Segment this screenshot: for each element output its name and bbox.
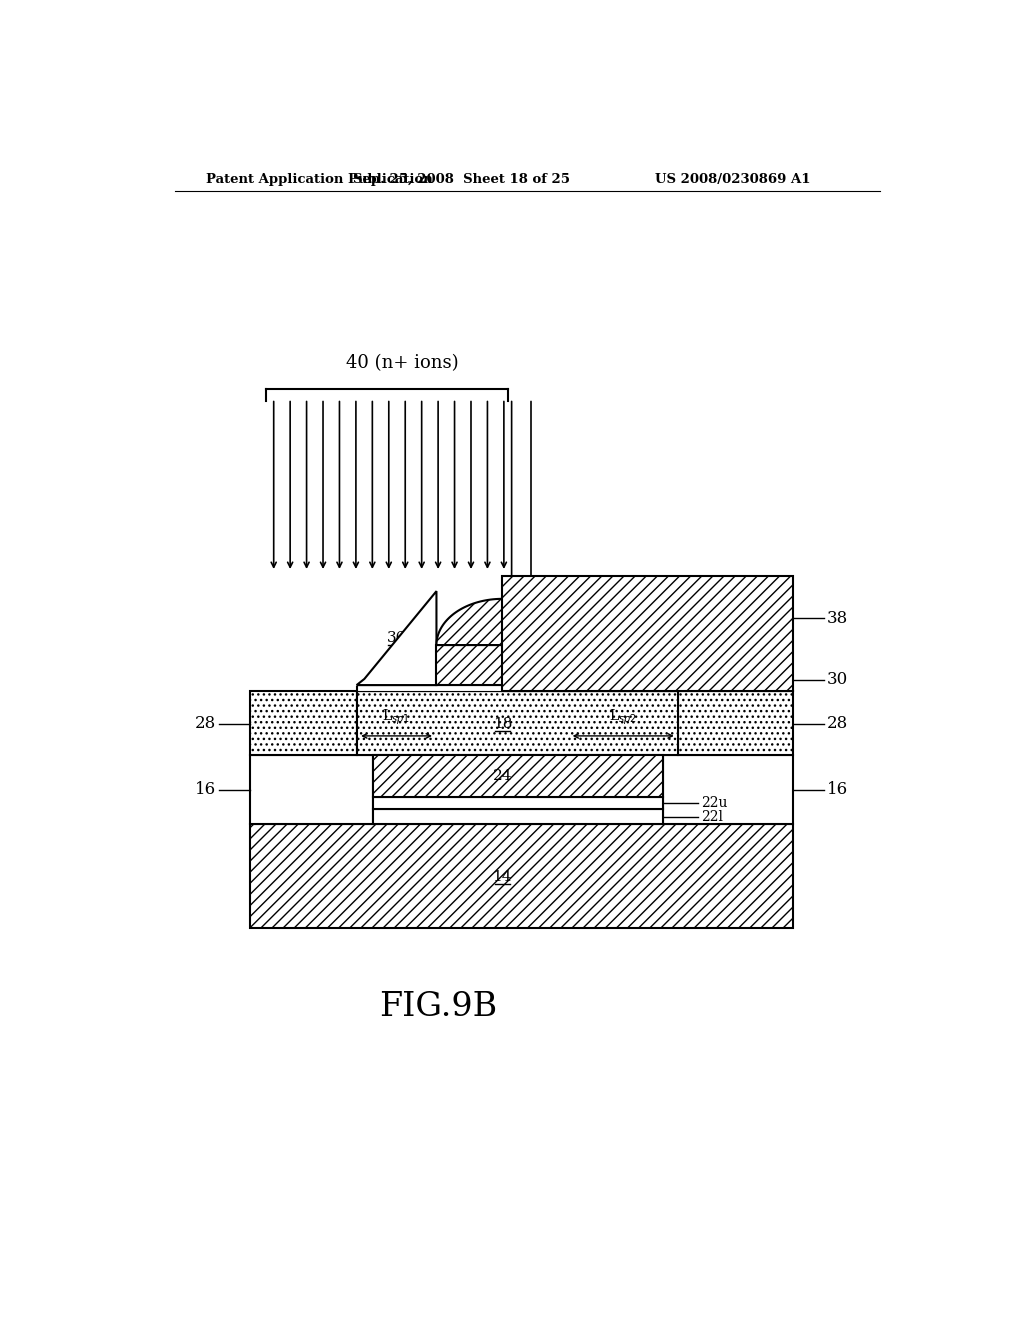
Bar [356,685,678,692]
Text: Sep. 25, 2008  Sheet 18 of 25: Sep. 25, 2008 Sheet 18 of 25 [352,173,569,186]
Polygon shape [568,591,678,685]
Text: 38: 38 [827,610,848,627]
Text: 16: 16 [827,781,848,799]
Text: 18: 18 [493,717,512,730]
Polygon shape [436,599,568,645]
Bar [251,692,356,755]
Bar [678,692,793,755]
Text: FIG.9B: FIG.9B [379,991,497,1023]
Text: 16: 16 [196,781,216,799]
Bar [251,755,793,825]
Text: 24: 24 [493,770,512,783]
Text: L$_{sp2}$: L$_{sp2}$ [609,708,637,726]
Bar [356,692,678,755]
Polygon shape [356,591,436,685]
Text: 14: 14 [493,870,512,884]
Text: L$_{sp1}$: L$_{sp1}$ [382,708,410,726]
Text: 28: 28 [196,715,216,733]
Bar [251,825,793,928]
Bar [436,645,568,685]
Bar [373,797,663,809]
Text: Patent Application Publication: Patent Application Publication [206,173,432,186]
Text: 36: 36 [613,631,633,645]
Text: US 2008/0230869 A1: US 2008/0230869 A1 [654,173,810,186]
Text: 40 (n+ ions): 40 (n+ ions) [346,355,459,372]
Bar [373,755,663,797]
Bar [373,809,663,825]
Text: 22u: 22u [701,796,728,810]
Bar [503,576,793,692]
Bar [663,755,793,825]
Bar [251,755,373,825]
Text: 32: 32 [493,615,512,628]
Text: 22l: 22l [701,809,724,824]
Text: 30: 30 [827,671,848,688]
Text: 36: 36 [386,631,406,645]
Text: 28: 28 [827,715,848,733]
